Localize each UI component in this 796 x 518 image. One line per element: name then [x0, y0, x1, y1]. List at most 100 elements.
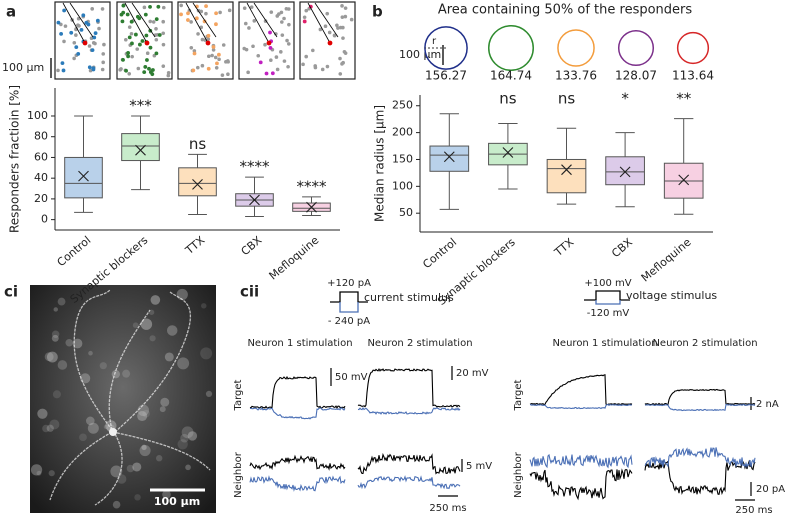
cell-dot: [217, 57, 221, 62]
cell-body: [57, 297, 66, 306]
y-tick-label: 40: [34, 171, 48, 184]
column-label: Neuron 2 stimulation: [652, 338, 757, 349]
y-tick-label: 250: [392, 99, 413, 112]
stim-cell: [205, 40, 211, 46]
cell-body: [139, 444, 151, 457]
responder-dot: [143, 12, 148, 17]
responder-dot: [264, 71, 269, 76]
panel-label: a: [6, 3, 16, 21]
circle-value: 156.27: [425, 69, 467, 83]
cell-dot: [335, 23, 339, 28]
responder-dot: [125, 12, 130, 17]
responder-dot: [186, 11, 190, 16]
scale-label: 100 µm: [399, 48, 441, 61]
cell-dot: [224, 60, 228, 64]
responder-dot: [214, 22, 218, 27]
cell-dot: [227, 8, 232, 13]
cell-dot: [304, 8, 309, 13]
cell-body: [201, 303, 207, 309]
responder-dot: [151, 68, 155, 72]
cell-dot: [207, 54, 211, 59]
cell-dot: [323, 24, 328, 29]
significance: *: [621, 90, 629, 108]
cell-dot: [74, 33, 78, 37]
cell-dot: [101, 52, 106, 56]
cell-dot: [311, 48, 315, 53]
cell-dot: [161, 64, 166, 68]
significance: ***: [129, 96, 152, 114]
responder-dot: [76, 52, 81, 56]
cell-body: [79, 433, 87, 442]
significance: **: [676, 90, 692, 108]
significance: ****: [240, 158, 271, 176]
y-tick-label: 100: [392, 179, 413, 192]
cell-dot: [72, 40, 77, 45]
area-circle: [676, 31, 710, 65]
mean-marker: [619, 166, 631, 178]
neurite: [49, 431, 113, 501]
cell-dot: [336, 26, 340, 30]
circle-value: 113.64: [672, 69, 714, 83]
cell-dot: [247, 26, 251, 30]
cell-body: [181, 426, 194, 439]
cell-dot: [142, 5, 147, 10]
y-tick-label: 80: [34, 130, 48, 143]
cell-dot: [161, 5, 166, 10]
trace: [357, 367, 461, 408]
x-tick-label: Control: [420, 236, 459, 272]
cell-dot: [179, 3, 184, 8]
responder-dot: [93, 31, 98, 36]
stimulus-shape: [330, 291, 368, 303]
stimulus-shape: [584, 290, 630, 301]
cell-dot: [161, 42, 166, 47]
cell-dot: [87, 44, 92, 48]
cell-dot: [341, 25, 345, 30]
x-tick-label: CBX: [609, 235, 635, 260]
electrode: [124, 2, 148, 44]
cell-dot: [210, 53, 214, 58]
cell-dot: [269, 10, 274, 14]
panel-label: ci: [4, 283, 18, 301]
cell-dot: [136, 66, 141, 71]
electrode: [246, 2, 270, 44]
trace: [529, 468, 633, 501]
row-label: Target: [233, 379, 244, 411]
cell-dot: [88, 68, 93, 73]
cell-body: [44, 352, 54, 362]
responder-dot: [148, 4, 152, 9]
cell-body: [51, 334, 59, 342]
responder-dot: [61, 68, 66, 73]
responder-dot: [270, 71, 275, 76]
cell-dot: [275, 14, 280, 18]
x-tick-label: CBX: [239, 233, 265, 258]
mean-marker: [678, 174, 690, 186]
cell-body: [132, 462, 142, 472]
trace: [357, 406, 461, 415]
cell-dot: [274, 55, 279, 59]
circle-value: 164.74: [490, 69, 532, 83]
responder-dot: [91, 67, 96, 72]
cell-body: [46, 351, 58, 363]
trace: [249, 475, 346, 492]
mean-marker: [78, 170, 89, 182]
stim-cell: [144, 40, 150, 46]
cell-body: [99, 362, 107, 370]
responder-dot: [129, 19, 134, 24]
cell-dot: [220, 73, 225, 77]
cell-dot: [313, 65, 318, 70]
cell-dot: [195, 65, 200, 70]
cell-body: [156, 455, 163, 462]
cell-dot: [340, 15, 345, 19]
trace: [249, 375, 346, 410]
x-tick-label: TTX: [182, 233, 207, 257]
cell-dot: [304, 54, 309, 59]
responder-dot: [206, 33, 211, 38]
column-label: Neuron 2 stimulation: [367, 338, 472, 349]
responder-dot: [95, 18, 100, 23]
cell-body: [148, 309, 155, 315]
cell-dot: [274, 32, 278, 36]
cell-dot: [90, 7, 95, 11]
cell-dot: [301, 62, 305, 67]
cell-dot: [214, 65, 219, 70]
box: [64, 156, 103, 199]
